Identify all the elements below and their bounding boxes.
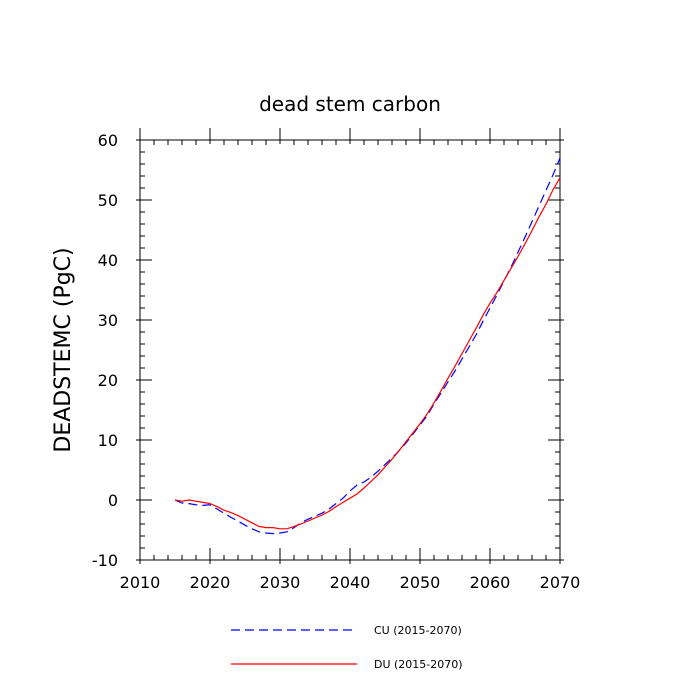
y-axis-label: DEADSTEMC (PgC)	[51, 247, 76, 452]
y-tick-labels: -10 0 10 20 30 40 50 60	[92, 131, 118, 570]
legend: CU (2015-2070) DU (2015-2070)	[231, 624, 463, 671]
series-line-du	[174, 177, 561, 530]
y-tick-label: -10	[92, 551, 118, 570]
y-tick-label: 30	[98, 311, 118, 330]
y-tick-label: 10	[98, 431, 118, 450]
x-tick-labels: 2010 2020 2030 2040 2050 2060 2070	[120, 573, 581, 592]
x-tick-label: 2050	[400, 573, 441, 592]
x-tick-label: 2010	[120, 573, 161, 592]
y-tick-label: 40	[98, 251, 118, 270]
legend-label: DU (2015-2070)	[374, 658, 463, 671]
series-line-cu	[174, 157, 561, 535]
x-tick-label: 2040	[330, 573, 371, 592]
x-tick-label: 2020	[190, 573, 231, 592]
legend-label: CU (2015-2070)	[374, 624, 462, 637]
x-tick-label: 2060	[470, 573, 511, 592]
x-tick-label: 2030	[260, 573, 301, 592]
y-tick-label: 0	[108, 491, 118, 510]
axis-ticks	[136, 128, 564, 564]
y-tick-label: 60	[98, 131, 118, 150]
y-tick-label: 50	[98, 191, 118, 210]
chart-title: dead stem carbon	[259, 92, 441, 116]
y-tick-label: 20	[98, 371, 118, 390]
plot-frame	[139, 139, 561, 561]
series-lines	[174, 157, 561, 535]
x-tick-label: 2070	[540, 573, 581, 592]
